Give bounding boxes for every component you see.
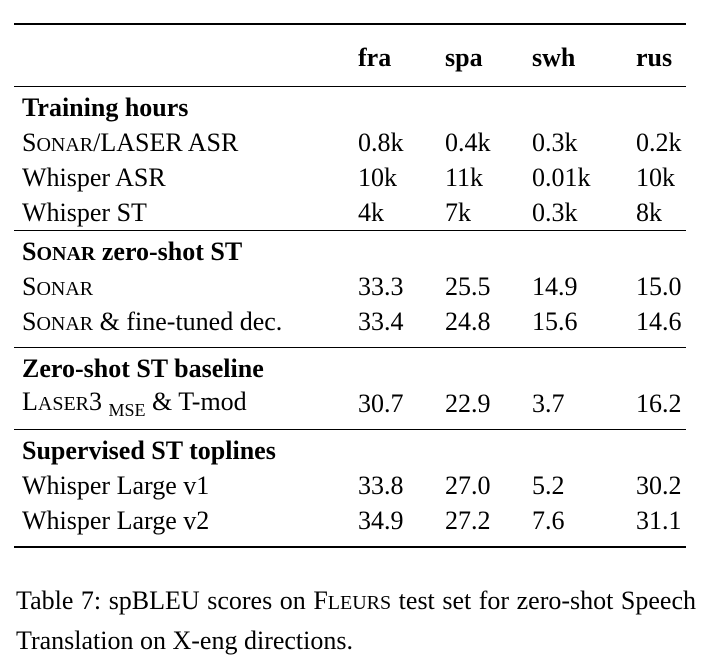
- cell-value: 5.2: [532, 470, 565, 500]
- table-row: LASER3 MSE & T-mod 30.7 22.9 3.7 16.2: [14, 386, 686, 430]
- section-header-row: Zero-shot ST baseline: [14, 348, 686, 387]
- cell-value: 27.2: [445, 505, 491, 535]
- cell-value: 30.2: [636, 470, 682, 500]
- row-label: SONAR/LASER ASR: [14, 125, 358, 160]
- cell-value: 14.6: [636, 306, 682, 336]
- table-row: Whisper ST 4k 7k 0.3k 8k: [14, 195, 686, 231]
- cell-value: 33.4: [358, 306, 404, 336]
- cell-value: 0.2k: [636, 127, 682, 157]
- table-row: SONAR/LASER ASR 0.8k 0.4k 0.3k 0.2k: [14, 125, 686, 160]
- section-header-row: Supervised ST toplines: [14, 430, 686, 469]
- table-row: SONAR & fine-tuned dec. 33.4 24.8 15.6 1…: [14, 304, 686, 348]
- column-header-fra: fra: [358, 42, 392, 72]
- cell-value: 16.2: [636, 388, 682, 418]
- column-header-swh: swh: [532, 42, 576, 72]
- row-label: LASER3 MSE & T-mod: [22, 386, 247, 420]
- section-header-row: SONAR zero-shot ST: [14, 231, 686, 270]
- cell-value: 24.8: [445, 306, 491, 336]
- section-header-row: Training hours: [14, 87, 686, 126]
- cell-value: 31.1: [636, 505, 682, 535]
- cell-value: 10k: [636, 162, 675, 192]
- cell-value: 8k: [636, 197, 662, 227]
- cell-value: 7k: [445, 197, 471, 227]
- row-label: Whisper ST: [22, 197, 147, 227]
- cell-value: 0.4k: [445, 127, 491, 157]
- cell-value: 30.7: [358, 388, 404, 418]
- cell-value: 25.5: [445, 271, 491, 301]
- row-label: Whisper ASR: [22, 162, 166, 192]
- cell-value: 15.6: [532, 306, 578, 336]
- cell-value: 0.8k: [358, 127, 404, 157]
- column-header-rus: rus: [636, 42, 673, 72]
- table-row: Whisper ASR 10k 11k 0.01k 10k: [14, 160, 686, 195]
- cell-value: 11k: [445, 162, 484, 192]
- column-header-spa: spa: [445, 42, 483, 72]
- table-header-row: fra spa swh rus: [14, 24, 686, 87]
- row-label: SONAR: [22, 271, 94, 301]
- section-title-supervised-toplines: Supervised ST toplines: [22, 436, 276, 465]
- cell-value: 15.0: [636, 271, 682, 301]
- cell-value: 34.9: [358, 505, 404, 535]
- results-table: fra spa swh rus Training hours SONAR/LAS…: [14, 23, 686, 548]
- table-row: Whisper Large v1 33.8 27.0 5.2 30.2: [14, 468, 686, 503]
- cell-value: 0.3k: [532, 197, 578, 227]
- section-title-zero-shot-baseline: Zero-shot ST baseline: [22, 354, 264, 383]
- results-table-container: fra spa swh rus Training hours SONAR/LAS…: [14, 23, 686, 548]
- cell-value: 4k: [358, 197, 384, 227]
- table-row: SONAR 33.3 25.5 14.9 15.0: [14, 269, 686, 304]
- row-label: Whisper Large v2: [22, 505, 210, 535]
- cell-value: 3.7: [532, 388, 565, 418]
- cell-value: 10k: [358, 162, 397, 192]
- cell-value: 14.9: [532, 271, 578, 301]
- row-label: Whisper Large v1: [22, 470, 210, 500]
- cell-value: 22.9: [445, 388, 491, 418]
- cell-value: 0.3k: [532, 127, 578, 157]
- caption-text: Table 7: spBLEU scores on FLEURS test se…: [16, 586, 696, 655]
- cell-value: 0.01k: [532, 162, 591, 192]
- header-empty-cell: [14, 24, 358, 87]
- section-title-training-hours: Training hours: [22, 93, 189, 122]
- cell-value: 33.8: [358, 470, 404, 500]
- table-caption: Table 7: spBLEU scores on FLEURS test se…: [16, 582, 696, 660]
- row-label: SONAR & fine-tuned dec.: [22, 306, 283, 336]
- cell-value: 27.0: [445, 470, 491, 500]
- cell-value: 7.6: [532, 505, 565, 535]
- cell-value: 33.3: [358, 271, 404, 301]
- table-row: Whisper Large v2 34.9 27.2 7.6 31.1: [14, 503, 686, 547]
- section-title-sonar-zero-shot: SONAR zero-shot ST: [22, 237, 243, 266]
- sonar-laser-asr-label: SONAR/LASER ASR: [22, 127, 239, 157]
